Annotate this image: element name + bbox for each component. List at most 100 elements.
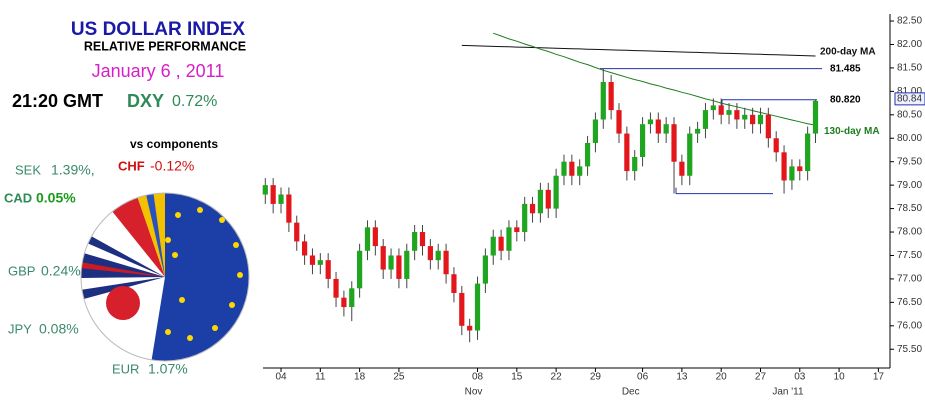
candle-body bbox=[467, 325, 473, 331]
ma-label: 130-day MA bbox=[824, 126, 880, 137]
candle-body bbox=[561, 161, 567, 176]
candle-body bbox=[757, 114, 764, 125]
x-tick-label: 08 bbox=[472, 372, 484, 383]
component-code: GBP bbox=[8, 263, 35, 278]
month-label: Jan '11 bbox=[772, 387, 804, 398]
candle-body bbox=[490, 236, 496, 256]
candle-body bbox=[710, 105, 716, 111]
candle-body bbox=[309, 255, 316, 265]
component-code: JPY bbox=[8, 321, 32, 336]
y-tick-label: 81.50 bbox=[897, 63, 922, 74]
candle-body bbox=[396, 255, 402, 279]
x-tick-label: 10 bbox=[834, 372, 846, 383]
level-label: 80.820 bbox=[830, 94, 861, 105]
x-tick-label: 06 bbox=[637, 372, 649, 383]
candle-body bbox=[765, 114, 771, 139]
candle-body bbox=[443, 250, 449, 275]
y-tick-label: 77.00 bbox=[897, 274, 922, 285]
candle-body bbox=[577, 166, 583, 176]
candle-body bbox=[781, 152, 787, 181]
component-change: 0.05% bbox=[36, 190, 76, 206]
y-tick-label: 80.50 bbox=[897, 109, 922, 120]
level-label: 81.485 bbox=[830, 63, 861, 74]
candle-body bbox=[608, 81, 614, 111]
candle-body bbox=[412, 232, 418, 251]
candle-body bbox=[364, 227, 371, 251]
candle-body bbox=[718, 105, 724, 115]
panel-date: January 6 , 2011 bbox=[92, 61, 225, 81]
candle-body bbox=[333, 278, 339, 298]
x-tick-label: 04 bbox=[275, 372, 287, 383]
x-tick-label: 15 bbox=[511, 372, 523, 383]
candle-body bbox=[663, 124, 669, 134]
candle-body bbox=[773, 138, 779, 153]
month-label: Nov bbox=[465, 387, 483, 398]
candle-body bbox=[474, 283, 481, 331]
components-heading: vs components bbox=[130, 137, 218, 151]
candle-body bbox=[655, 119, 661, 134]
candle-body bbox=[537, 189, 543, 214]
component-code: CHF bbox=[118, 158, 145, 173]
candle-body bbox=[726, 110, 732, 115]
candle-body bbox=[357, 250, 363, 289]
candle-body bbox=[325, 260, 331, 279]
x-tick-label: 13 bbox=[676, 372, 688, 383]
candle-body bbox=[553, 175, 559, 209]
candle-body bbox=[639, 124, 646, 158]
flag-pie bbox=[81, 193, 249, 361]
y-tick-label: 78.00 bbox=[897, 227, 922, 238]
ma-line bbox=[493, 32, 816, 126]
candle-body bbox=[498, 236, 504, 251]
candle-body bbox=[545, 189, 551, 209]
panel-time: 21:20 GMT bbox=[12, 91, 103, 111]
y-tick-label: 82.50 bbox=[897, 16, 922, 27]
candle-body bbox=[341, 297, 347, 308]
candle-body bbox=[805, 133, 811, 172]
candle-body bbox=[624, 133, 630, 172]
ma-line bbox=[461, 44, 816, 57]
candle-body bbox=[600, 81, 606, 120]
candle-body bbox=[419, 232, 426, 247]
candle-body bbox=[435, 250, 441, 261]
candle-body bbox=[262, 185, 268, 195]
candle-body bbox=[734, 110, 740, 120]
y-tick-label: 79.00 bbox=[897, 180, 922, 191]
candle-body bbox=[302, 241, 308, 256]
panel-title: US DOLLAR INDEX bbox=[71, 19, 246, 40]
y-tick-label: 78.50 bbox=[897, 203, 922, 214]
x-tick-label: 17 bbox=[873, 372, 885, 383]
candle-body bbox=[451, 274, 457, 293]
x-tick-label: 22 bbox=[551, 372, 563, 383]
candle-body bbox=[522, 203, 528, 233]
candle-body bbox=[647, 119, 654, 125]
candle-body bbox=[278, 194, 284, 204]
pie-outline bbox=[80, 192, 250, 362]
component-code: CAD bbox=[4, 190, 32, 205]
candle-body bbox=[679, 161, 685, 176]
candle-body bbox=[616, 110, 622, 134]
y-tick-label: 80.00 bbox=[897, 133, 922, 144]
candle-body bbox=[514, 227, 520, 233]
candle-body bbox=[750, 114, 756, 125]
candle-body bbox=[584, 142, 591, 167]
component-change: -0.12% bbox=[150, 158, 194, 174]
candle-body bbox=[404, 250, 410, 279]
candle-body bbox=[372, 227, 378, 247]
candle-body bbox=[671, 124, 677, 162]
last-price-label: 80.84 bbox=[897, 94, 922, 105]
component-code: EUR bbox=[112, 361, 139, 376]
x-tick-label: 11 bbox=[315, 372, 326, 383]
candle-body bbox=[742, 114, 748, 120]
candle-body bbox=[388, 255, 394, 270]
x-tick-label: 18 bbox=[354, 372, 366, 383]
x-tick-label: 27 bbox=[755, 372, 767, 383]
y-tick-label: 76.50 bbox=[897, 297, 922, 308]
candle-body bbox=[695, 128, 701, 134]
month-label: Dec bbox=[622, 387, 640, 398]
last-price-box bbox=[894, 92, 925, 106]
panel-subtitle: RELATIVE PERFORMANCE bbox=[84, 39, 246, 53]
candle-body bbox=[506, 227, 512, 251]
component-change: 1.39%, bbox=[51, 162, 95, 178]
index-name: DXY bbox=[127, 91, 164, 111]
